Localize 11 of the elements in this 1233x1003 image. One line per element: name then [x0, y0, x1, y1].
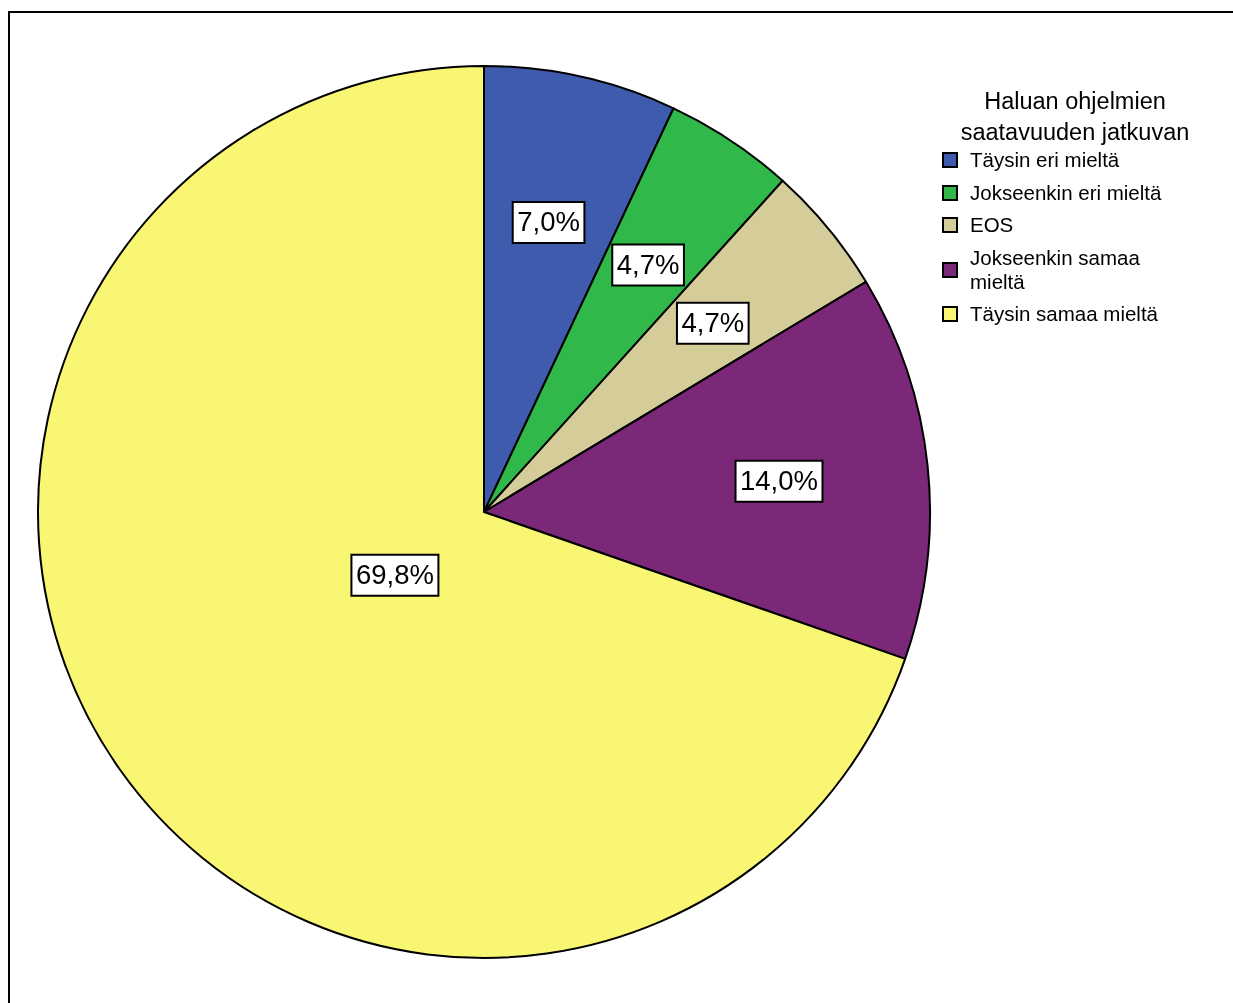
legend-label: Jokseenkin samaa mieltä	[970, 245, 1141, 294]
legend-label: Täysin samaa mieltä	[970, 302, 1159, 326]
legend-label: Jokseenkin eri mieltä	[970, 180, 1163, 205]
data-label: 69,8%	[355, 558, 434, 590]
data-label: 14,0%	[740, 464, 818, 496]
data-label: 7,0%	[517, 206, 580, 238]
data-label: 4,7%	[616, 248, 680, 280]
data-label: 4,7%	[681, 306, 745, 338]
legend-label: EOS	[970, 213, 1015, 237]
legend-title: Haluan ohjelmien saatavuuden jatkuvan	[959, 87, 1191, 147]
legend-label: Täysin eri mieltä	[970, 148, 1121, 172]
